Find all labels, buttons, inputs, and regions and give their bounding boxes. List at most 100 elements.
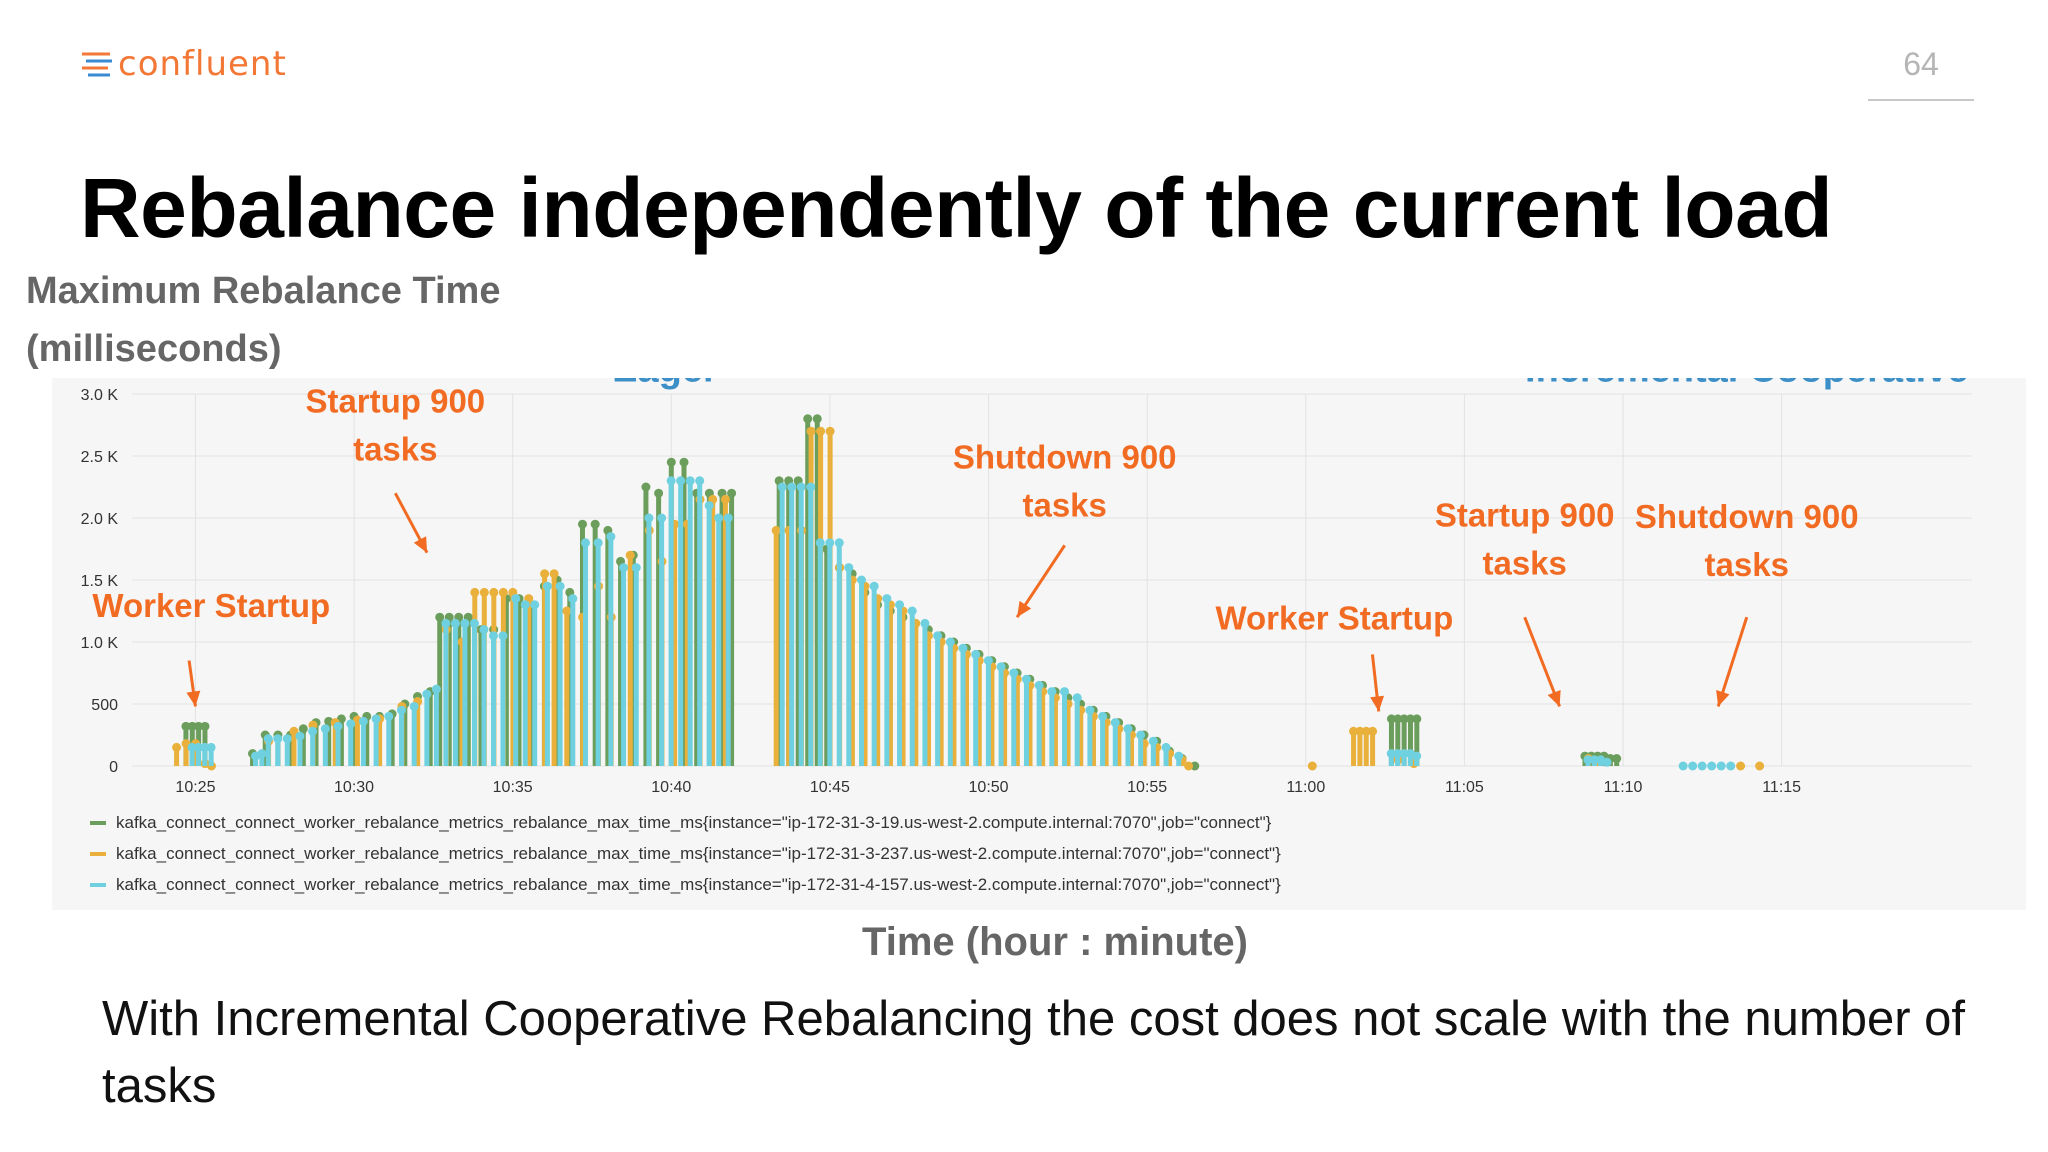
series-point [1148,736,1158,746]
series-point [1361,726,1371,736]
series-point [450,618,460,628]
series-point [1085,705,1095,715]
series-point [1034,680,1044,690]
x-axis-label: Time (hour : minute) [862,920,1248,964]
series-point [295,731,305,741]
series-point [577,519,587,529]
series-point [187,721,197,731]
series-point [920,618,930,628]
series-point [308,726,318,736]
series-point [181,721,191,731]
series-point [520,600,530,610]
series-point [1368,726,1378,736]
series-point [727,488,737,498]
series-point [549,569,559,579]
series-point [825,538,835,548]
series-point [631,563,641,573]
legend-entry: kafka_connect_connect_worker_rebalance_m… [116,875,1281,894]
series-point [568,594,578,604]
y-tick-label: 0 [109,759,118,776]
series-point [803,414,813,424]
x-tick-label: 11:10 [1604,779,1643,796]
series-point [1399,749,1409,759]
series-point [1707,761,1717,771]
series-point [812,414,822,424]
series-point [1736,761,1746,771]
series-point [409,701,419,711]
series-point [396,705,406,715]
y-tick-label: 500 [91,697,118,714]
series-point [1307,761,1317,771]
rebalance-time-chart: 0 500 1.0 K 1.5 K 2.0 K 2.5 K 3.0 K 10:25 10:30 1… [81,378,1972,894]
annotation-label: Startup 900 [1435,497,1615,534]
series-point [787,482,797,492]
series-point [1697,761,1707,771]
series-point [815,538,825,548]
series-point [996,662,1006,672]
series-point [685,476,695,486]
series-point [194,721,204,731]
series-point [1726,761,1736,771]
annotation-label: Incremental Cooperative [1525,378,1968,391]
series-point [796,482,806,492]
series-point [679,457,689,467]
series-point [856,575,866,585]
series-point [1174,751,1184,761]
series-point [806,482,816,492]
annotation-arrowhead [1370,695,1385,712]
legend-entry: kafka_connect_connect_worker_rebalance_m… [116,813,1272,832]
y-tick-label: 2.5 K [81,449,119,466]
y-tick-label: 3.0 K [81,387,119,404]
series-point [895,600,905,610]
series-point [1612,754,1622,764]
x-tick-label: 10:55 [1127,779,1167,796]
series-point [580,538,590,548]
y-axis-label: Maximum Rebalance Time (milliseconds) [26,270,501,370]
series-point [869,581,879,591]
series-point [945,637,955,647]
series-point [1393,714,1403,724]
series-point [1399,714,1409,724]
annotation-label: tasks [1482,545,1566,582]
series-point [619,563,629,573]
annotation-label: Shutdown 900 [953,438,1177,475]
y-tick-label: 1.0 K [81,635,119,652]
series-point [1386,749,1396,759]
series-point [593,538,603,548]
y-tick-label: 1.5 K [81,573,119,590]
series-point [479,587,489,597]
slide-title: Rebalance independently of the current l… [80,161,1833,255]
series-point [1393,749,1403,759]
series-point [488,631,498,641]
series-point [714,513,724,523]
series-point [562,606,572,616]
series-point [1047,687,1057,697]
series-point [666,476,676,486]
x-tick-label: 10:50 [969,779,1009,796]
chart-panel: 0 500 1.0 K 1.5 K 2.0 K 2.5 K 3.0 K 10:25 10:30 1… [52,378,2026,910]
series-point [298,724,308,734]
series-point [958,643,968,653]
series-point [1589,755,1599,765]
series-point [606,532,616,542]
series-point [1021,674,1031,684]
x-tick-label: 10:45 [810,779,850,796]
series-point [1716,761,1726,771]
series-point [1161,742,1171,752]
series-point [844,563,854,573]
x-tick-label: 11:15 [1762,779,1801,796]
series-point [1688,761,1698,771]
series-point [346,719,356,729]
series-point [358,716,368,726]
series-point [771,525,781,535]
series-point [511,594,521,604]
x-tick-label: 10:40 [651,779,691,796]
logo-text: confluent [118,44,287,84]
series-point [720,494,730,504]
series-point [263,734,273,744]
series-point [590,519,600,529]
series-point [498,631,508,641]
series-point [1678,761,1688,771]
x-tick-label: 11:00 [1286,779,1325,796]
series-point [542,581,552,591]
